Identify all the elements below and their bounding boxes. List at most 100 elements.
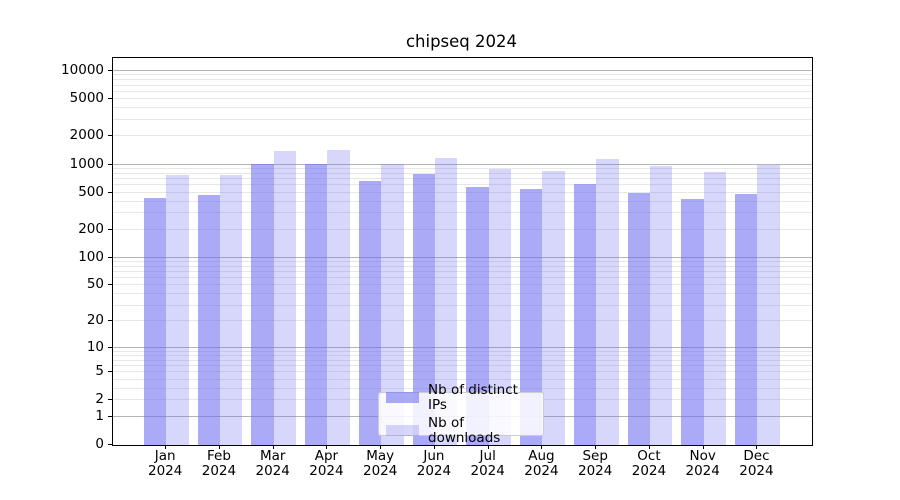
x-tick-label: May 2024 [363,448,398,479]
legend-item-downloads: Nb of downloads [386,414,536,446]
x-tick-label: Feb 2024 [201,448,237,479]
bar-downloads [219,174,243,445]
x-tick-label: Jan 2024 [148,448,183,479]
legend-item-distinct-ips: Nb of distinct IPs [386,381,536,413]
minor-gridline [113,293,812,295]
minor-gridline [113,172,812,174]
bar-downloads [596,158,619,445]
y-tick-label: 2000 [69,127,104,144]
minor-gridline [113,365,812,366]
minor-gridline [113,270,812,272]
bar-downloads [273,151,297,445]
bar-distinct-ips [251,164,274,445]
x-tick-mark [756,445,758,449]
minor-gridline [113,320,812,322]
y-tick-mark [108,70,112,72]
x-tick-mark [487,445,489,449]
minor-gridline [113,200,812,202]
x-tick-mark [218,445,220,449]
y-tick-label: 500 [78,183,104,200]
bar-downloads [649,165,673,445]
bar-distinct-ips [197,195,220,445]
legend-swatch-downloads [386,425,419,436]
minor-gridline [113,359,812,361]
x-tick-mark [272,445,274,449]
minor-gridline [113,371,812,373]
x-tick-mark [648,445,650,449]
bar-downloads [327,150,350,445]
plot-area [112,57,813,446]
y-tick-label: 200 [78,220,104,237]
x-tick-mark [433,445,435,449]
y-tick-mark [108,163,112,165]
major-gridline [113,70,812,72]
minor-gridline [113,118,812,120]
x-tick-label: Aug 2024 [524,448,559,479]
x-tick-label: Mar 2024 [255,448,290,479]
legend-label-downloads: Nb of downloads [428,414,501,446]
minor-gridline [113,167,812,169]
y-tick-mark [108,256,112,258]
minor-gridline [113,265,812,267]
minor-gridline [113,304,812,306]
chart-title: chipseq 2024 [405,32,518,51]
minor-gridline [113,191,812,193]
bar-downloads [542,170,565,445]
bar-downloads [488,168,512,445]
y-tick-mark [108,399,112,401]
legend-swatch-distinct-ips [386,392,419,403]
x-tick-mark [326,445,328,449]
minor-gridline [113,79,812,81]
x-tick-mark [702,445,704,449]
y-tick-label: 5000 [69,90,104,107]
minor-gridline [113,177,812,179]
y-tick-mark [108,444,112,445]
minor-gridline [113,228,812,230]
x-tick-mark [380,445,382,449]
y-tick-label: 5 [95,363,104,380]
bar-downloads [166,174,189,445]
bar-distinct-ips [520,189,543,445]
x-tick-label: Sep 2024 [578,448,613,479]
bar-distinct-ips [681,198,704,445]
bar-distinct-ips [358,181,382,445]
y-tick-mark [108,135,112,137]
minor-gridline [113,277,812,279]
minor-gridline [113,184,812,186]
y-tick-mark [108,284,112,286]
bar-distinct-ips [735,193,758,445]
minor-gridline [113,84,812,86]
y-tick-label: 100 [78,248,104,265]
major-gridline [113,346,812,348]
major-gridline [113,256,812,258]
bar-downloads [381,163,404,445]
y-tick-label: 1000 [69,155,104,172]
minor-gridline [113,212,812,214]
x-tick-label: Oct 2024 [631,448,667,479]
y-tick-mark [108,415,112,417]
x-tick-label: Apr 2024 [309,448,344,479]
bar-distinct-ips [573,184,597,445]
minor-gridline [113,107,812,109]
y-tick-label: 50 [86,276,104,293]
minor-gridline [113,378,812,380]
y-tick-mark [108,98,112,100]
minor-gridline [113,135,812,137]
x-tick-mark [595,445,597,449]
y-tick-mark [108,320,112,322]
y-tick-label: 20 [86,312,104,329]
bar-downloads [434,158,458,445]
y-tick-label: 0 [95,436,104,452]
minor-gridline [113,74,812,76]
x-tick-label: Dec 2024 [739,448,774,479]
minor-gridline [113,354,812,356]
bar-distinct-ips [466,186,489,445]
bar-distinct-ips [627,192,650,445]
y-tick-label: 2 [95,391,104,408]
legend-label-distinct-ips: Nb of distinct IPs [428,381,518,413]
bar-distinct-ips [143,198,167,445]
minor-gridline [113,90,812,92]
bar-downloads [703,171,727,445]
major-gridline [113,163,812,165]
